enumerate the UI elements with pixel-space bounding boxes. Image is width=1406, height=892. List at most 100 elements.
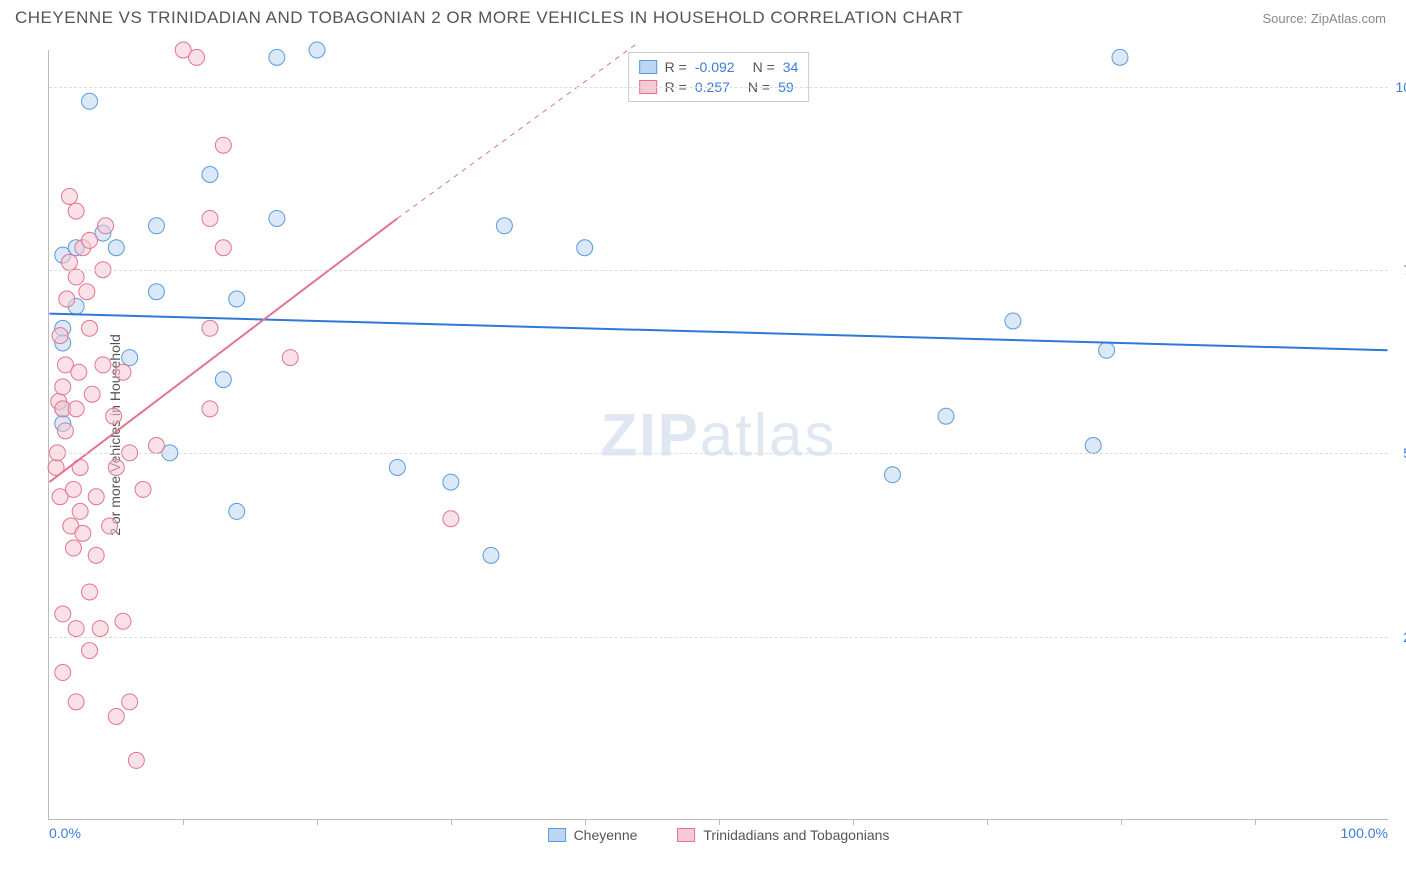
x-tick-label: 0.0% xyxy=(49,825,81,841)
data-point xyxy=(884,467,900,483)
data-point xyxy=(68,621,84,637)
data-point xyxy=(215,240,231,256)
data-point xyxy=(1085,437,1101,453)
data-point xyxy=(55,379,71,395)
data-point xyxy=(443,474,459,490)
data-point xyxy=(443,511,459,527)
legend-swatch xyxy=(677,828,695,842)
trend-line xyxy=(49,314,1387,351)
data-point xyxy=(79,284,95,300)
data-point xyxy=(57,423,73,439)
gridline xyxy=(49,637,1388,638)
data-point xyxy=(95,357,111,373)
data-point xyxy=(59,291,75,307)
data-point xyxy=(108,459,124,475)
x-tick-mark xyxy=(451,819,452,825)
data-point xyxy=(68,694,84,710)
data-point xyxy=(269,210,285,226)
x-tick-mark xyxy=(317,819,318,825)
legend-swatch xyxy=(639,60,657,74)
data-point xyxy=(389,459,405,475)
series-legend: Cheyenne Trinidadians and Tobagonians xyxy=(548,827,890,843)
data-point xyxy=(189,49,205,65)
x-tick-label: 100.0% xyxy=(1341,825,1388,841)
data-point xyxy=(102,518,118,534)
legend-swatch xyxy=(548,828,566,842)
data-point xyxy=(577,240,593,256)
data-point xyxy=(55,665,71,681)
data-point xyxy=(61,254,77,270)
x-tick-mark xyxy=(1255,819,1256,825)
data-point xyxy=(122,694,138,710)
data-point xyxy=(148,284,164,300)
data-point xyxy=(68,203,84,219)
data-point xyxy=(269,49,285,65)
data-point xyxy=(122,350,138,366)
data-point xyxy=(68,269,84,285)
chart-area: 2 or more Vehicles in Household ZIPatlas… xyxy=(48,50,1388,820)
data-point xyxy=(75,525,91,541)
data-point xyxy=(483,547,499,563)
gridline xyxy=(49,453,1388,454)
data-point xyxy=(84,386,100,402)
data-point xyxy=(496,218,512,234)
data-point xyxy=(65,481,81,497)
data-point xyxy=(229,291,245,307)
data-point xyxy=(108,708,124,724)
stats-legend: R = -0.092N = 34R = 0.257N = 59 xyxy=(628,52,810,102)
data-point xyxy=(88,547,104,563)
data-point xyxy=(82,320,98,336)
data-point xyxy=(68,401,84,417)
data-point xyxy=(88,489,104,505)
chart-title: CHEYENNE VS TRINIDADIAN AND TOBAGONIAN 2… xyxy=(15,8,963,28)
stats-row: R = -0.092N = 34 xyxy=(639,57,799,77)
data-point xyxy=(148,218,164,234)
data-point xyxy=(92,621,108,637)
data-point xyxy=(82,93,98,109)
legend-label: Cheyenne xyxy=(574,827,638,843)
data-point xyxy=(82,232,98,248)
data-point xyxy=(52,328,68,344)
plot-region: ZIPatlas R = -0.092N = 34R = 0.257N = 59… xyxy=(48,50,1388,820)
gridline xyxy=(49,270,1388,271)
data-point xyxy=(65,540,81,556)
legend-item: Cheyenne xyxy=(548,827,638,843)
data-point xyxy=(1112,49,1128,65)
data-point xyxy=(1099,342,1115,358)
data-point xyxy=(135,481,151,497)
data-point xyxy=(938,408,954,424)
data-point xyxy=(215,372,231,388)
data-point xyxy=(108,240,124,256)
x-tick-mark xyxy=(719,819,720,825)
trend-line xyxy=(49,218,397,482)
scatter-svg xyxy=(49,50,1388,819)
data-point xyxy=(282,350,298,366)
trend-line-extension xyxy=(397,43,638,219)
data-point xyxy=(202,320,218,336)
data-point xyxy=(72,503,88,519)
x-tick-mark xyxy=(585,819,586,825)
data-point xyxy=(309,42,325,58)
data-point xyxy=(55,606,71,622)
x-tick-mark xyxy=(987,819,988,825)
data-point xyxy=(98,218,114,234)
data-point xyxy=(82,643,98,659)
x-tick-mark xyxy=(1121,819,1122,825)
data-point xyxy=(128,752,144,768)
x-tick-mark xyxy=(853,819,854,825)
data-point xyxy=(229,503,245,519)
data-point xyxy=(202,401,218,417)
data-point xyxy=(202,167,218,183)
data-point xyxy=(1005,313,1021,329)
data-point xyxy=(82,584,98,600)
data-point xyxy=(71,364,87,380)
gridline xyxy=(49,87,1388,88)
y-tick-label: 100.0% xyxy=(1396,79,1406,95)
data-point xyxy=(215,137,231,153)
data-point xyxy=(115,613,131,629)
data-point xyxy=(115,364,131,380)
x-tick-mark xyxy=(183,819,184,825)
data-point xyxy=(202,210,218,226)
data-point xyxy=(106,408,122,424)
legend-item: Trinidadians and Tobagonians xyxy=(677,827,889,843)
